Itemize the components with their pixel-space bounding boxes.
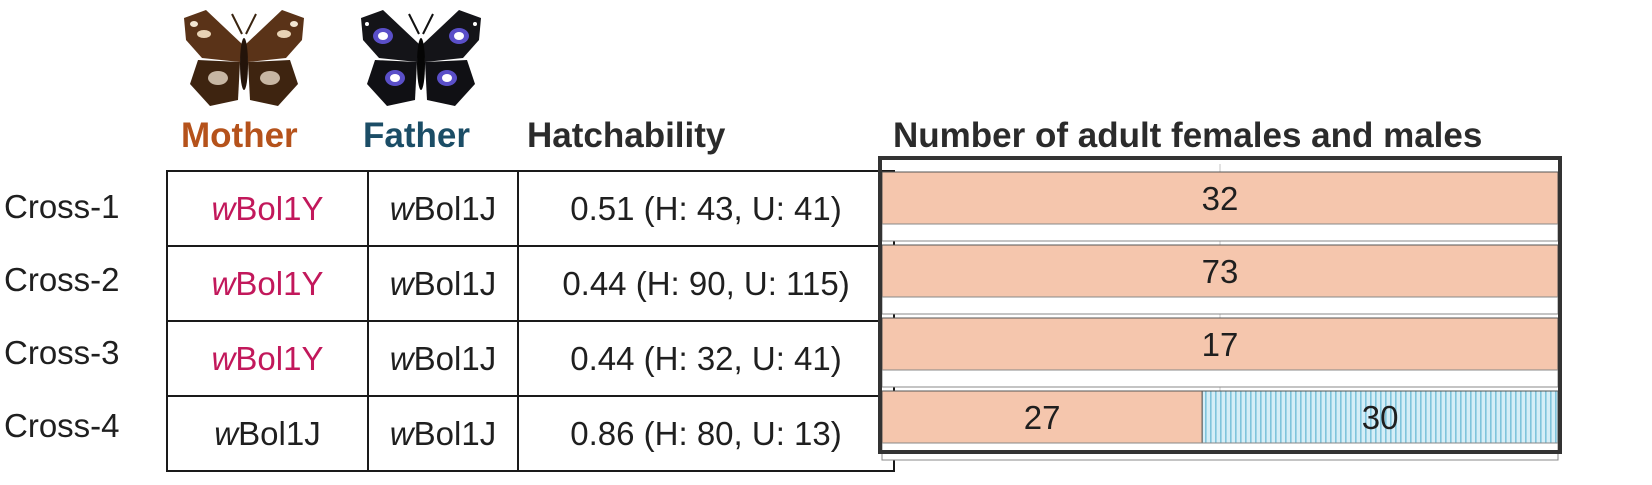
mother-strain-name: Bol1Y — [235, 189, 324, 227]
mother-butterfly-icon — [184, 10, 304, 106]
row-label-cross-3: Cross-3 — [4, 334, 120, 371]
father-strain-prefix: w — [389, 414, 414, 452]
father-butterfly-icon — [361, 10, 481, 106]
table-row: wBol1Y wBol1J 0.44 (H: 90, U: 115) — [166, 245, 895, 322]
female-count-label: 73 — [1202, 253, 1239, 290]
hatchability-header: Hatchability — [527, 116, 726, 155]
table-row: wBol1J wBol1J 0.86 (H: 80, U: 13) — [166, 395, 895, 472]
male-count-label: 30 — [1362, 399, 1399, 436]
table-row: wBol1Y wBol1J 0.51 (H: 43, U: 41) — [166, 170, 895, 247]
father-strain-cell: wBol1J — [367, 395, 519, 472]
female-bar — [881, 317, 1559, 371]
table-row: wBol1Y wBol1J 0.44 (H: 32, U: 41) — [166, 320, 895, 397]
mother-strain-name: Bol1Y — [235, 339, 324, 377]
female-count-label: 27 — [1024, 399, 1061, 436]
mother-strain-cell: wBol1Y — [166, 170, 369, 247]
crosses-table: wBol1Y wBol1J 0.51 (H: 43, U: 41) wBol1Y… — [166, 170, 895, 472]
father-strain-cell: wBol1J — [367, 170, 519, 247]
mother-strain-cell: wBol1J — [166, 395, 369, 472]
female-bar — [881, 390, 1203, 444]
father-strain-cell: wBol1J — [367, 245, 519, 322]
father-strain-name: Bol1J — [413, 189, 497, 227]
female-count-label: 17 — [1202, 326, 1239, 363]
row-label-cross-1: Cross-1 — [4, 188, 120, 225]
row-gap — [881, 369, 1559, 388]
father-strain-prefix: w — [389, 189, 414, 227]
row-label-cross-4: Cross-4 — [4, 407, 120, 444]
mother-header: Mother — [181, 116, 298, 155]
father-strain-name: Bol1J — [413, 339, 497, 377]
mother-strain-prefix: w — [211, 189, 236, 227]
father-strain-name: Bol1J — [413, 414, 497, 452]
row-label-cross-2: Cross-2 — [4, 261, 120, 298]
female-bar — [881, 244, 1559, 298]
chart-frame — [878, 156, 1562, 454]
mother-strain-prefix: w — [211, 264, 236, 302]
father-strain-prefix: w — [389, 264, 414, 302]
female-count-label: 32 — [1202, 180, 1239, 217]
mother-strain-prefix: w — [214, 414, 239, 452]
hatchability-cell: 0.44 (H: 90, U: 115) — [517, 245, 895, 322]
row-gap — [881, 296, 1559, 315]
father-strain-prefix: w — [389, 339, 414, 377]
mother-strain-cell: wBol1Y — [166, 245, 369, 322]
hatchability-cell: 0.86 (H: 80, U: 13) — [517, 395, 895, 472]
mother-strain-name: Bol1J — [238, 414, 321, 452]
mother-strain-name: Bol1Y — [235, 264, 324, 302]
father-strain-name: Bol1J — [413, 264, 497, 302]
hatchability-cell: 0.51 (H: 43, U: 41) — [517, 170, 895, 247]
hatchability-cell: 0.44 (H: 32, U: 41) — [517, 320, 895, 397]
mother-strain-cell: wBol1Y — [166, 320, 369, 397]
father-strain-cell: wBol1J — [367, 320, 519, 397]
father-header: Father — [363, 116, 470, 155]
male-bar — [1201, 390, 1559, 444]
mother-strain-prefix: w — [211, 339, 236, 377]
chart-title: Number of adult females and males — [893, 116, 1483, 155]
row-gap — [881, 223, 1559, 242]
